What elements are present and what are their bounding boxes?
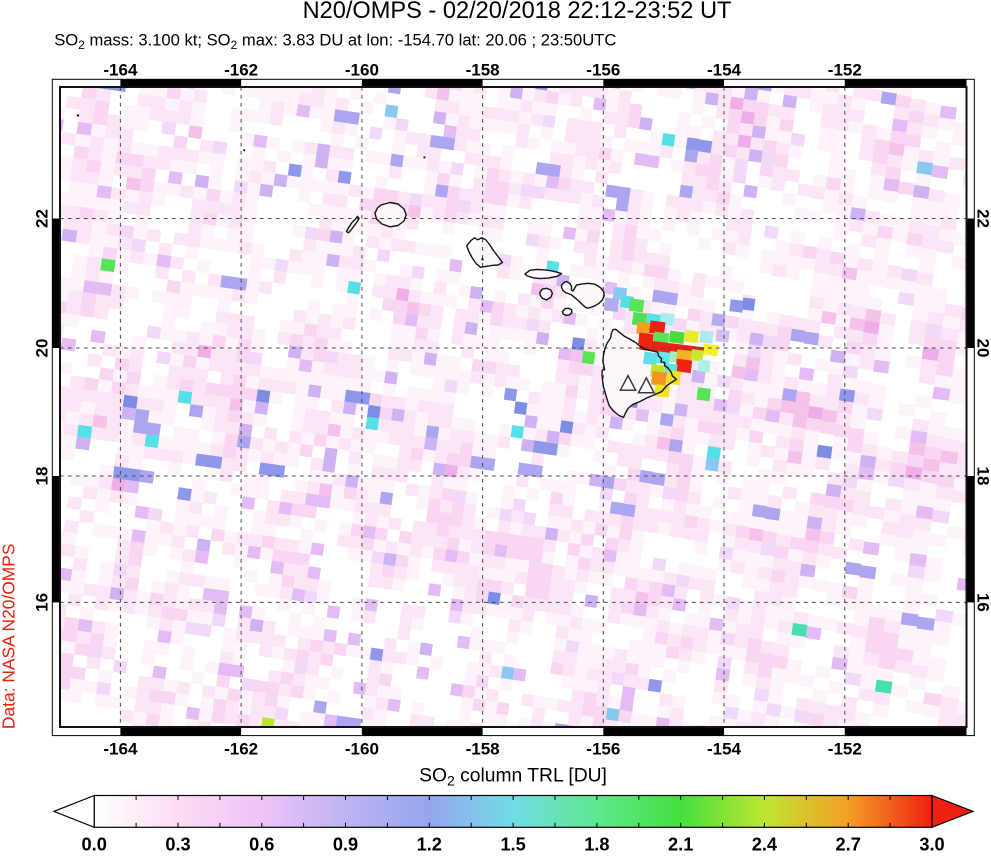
svg-text:1.8: 1.8 bbox=[584, 835, 609, 854]
svg-text:-160: -160 bbox=[345, 61, 379, 80]
svg-text:2.7: 2.7 bbox=[836, 835, 861, 854]
svg-text:-164: -164 bbox=[103, 740, 138, 759]
svg-text:-152: -152 bbox=[828, 740, 862, 759]
svg-text:1.5: 1.5 bbox=[500, 835, 525, 854]
svg-text:18: 18 bbox=[33, 467, 52, 486]
svg-text:-160: -160 bbox=[345, 740, 379, 759]
svg-text:3.0: 3.0 bbox=[919, 835, 944, 854]
svg-text:Data: NASA N20/OMPS: Data: NASA N20/OMPS bbox=[0, 544, 19, 730]
svg-text:N20/OMPS - 02/20/2018 22:12-23: N20/OMPS - 02/20/2018 22:12-23:52 UT bbox=[303, 0, 732, 24]
svg-text:-158: -158 bbox=[466, 740, 500, 759]
svg-text:18: 18 bbox=[974, 467, 991, 486]
svg-text:-154: -154 bbox=[707, 740, 742, 759]
svg-text:-162: -162 bbox=[224, 61, 258, 80]
svg-text:16: 16 bbox=[974, 593, 991, 612]
svg-text:0.6: 0.6 bbox=[249, 835, 274, 854]
svg-text:20: 20 bbox=[974, 339, 991, 358]
svg-text:-162: -162 bbox=[224, 740, 258, 759]
svg-text:0.3: 0.3 bbox=[165, 835, 190, 854]
svg-text:-164: -164 bbox=[103, 61, 138, 80]
svg-text:SO2 mass: 3.100 kt; SO2 max: 3: SO2 mass: 3.100 kt; SO2 max: 3.83 DU at … bbox=[54, 31, 616, 53]
svg-text:-156: -156 bbox=[586, 740, 620, 759]
svg-text:0.0: 0.0 bbox=[82, 835, 107, 854]
svg-text:20: 20 bbox=[33, 339, 52, 358]
svg-text:22: 22 bbox=[33, 209, 52, 228]
svg-text:-154: -154 bbox=[707, 61, 742, 80]
svg-text:0.9: 0.9 bbox=[333, 835, 358, 854]
svg-text:2.1: 2.1 bbox=[668, 835, 693, 854]
svg-text:-152: -152 bbox=[828, 61, 862, 80]
svg-text:-158: -158 bbox=[466, 61, 500, 80]
svg-text:16: 16 bbox=[33, 593, 52, 612]
svg-text:SO2 column TRL [DU]: SO2 column TRL [DU] bbox=[419, 766, 607, 789]
svg-text:-156: -156 bbox=[586, 61, 620, 80]
svg-text:22: 22 bbox=[974, 209, 991, 228]
svg-text:2.4: 2.4 bbox=[752, 835, 778, 854]
svg-text:1.2: 1.2 bbox=[417, 835, 442, 854]
